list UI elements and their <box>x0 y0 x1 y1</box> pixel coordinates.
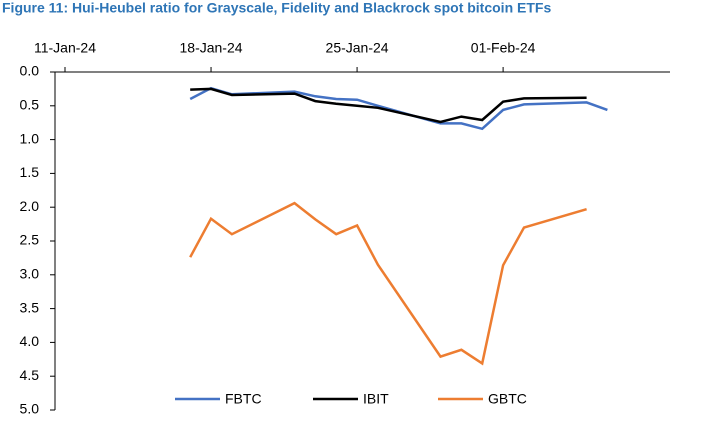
y-tick-label: 1.5 <box>20 164 40 180</box>
y-tick-label: 3.0 <box>20 266 40 282</box>
y-tick-label: 2.0 <box>20 198 40 214</box>
y-tick-label: 4.5 <box>20 367 40 383</box>
series-line <box>190 87 587 124</box>
x-tick-label: 11-Jan-24 <box>34 40 96 56</box>
y-tick-label: 4.0 <box>20 333 40 349</box>
legend-label: IBIT <box>363 391 389 407</box>
x-tick-label: 18-Jan-24 <box>180 40 243 56</box>
y-tick-label: 1.0 <box>20 130 40 146</box>
chart-title: Figure 11: Hui-Heubel ratio for Grayscal… <box>2 0 551 16</box>
y-tick-label: 5.0 <box>20 401 40 417</box>
y-tick-label: 2.5 <box>20 232 40 248</box>
x-tick-label: 25-Jan-24 <box>326 40 389 56</box>
legend-label: GBTC <box>488 391 527 407</box>
y-tick-label: 3.5 <box>20 299 40 315</box>
x-tick-label: 01-Feb-24 <box>471 40 536 56</box>
y-tick-label: 0.5 <box>20 97 40 113</box>
series-line <box>189 201 587 366</box>
y-tick-label: 0.0 <box>20 63 40 79</box>
legend-label: FBTC <box>225 391 262 407</box>
